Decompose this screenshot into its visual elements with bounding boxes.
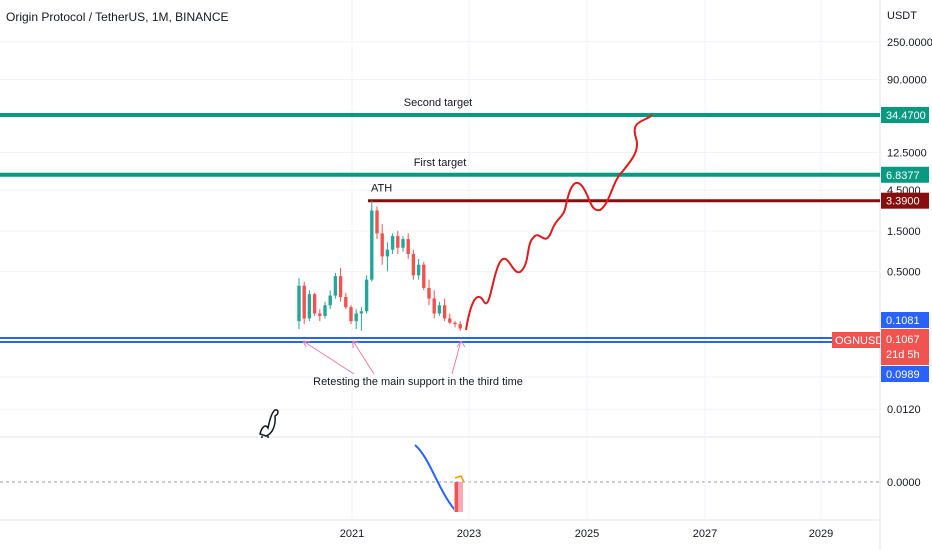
support-badge-value: 0.1081 — [886, 315, 920, 327]
time-tick-label: 2029 — [809, 528, 833, 540]
chart-title: Origin Protocol / TetherUS, 1M, BINANCE — [6, 10, 229, 24]
candle-body — [307, 294, 312, 319]
candle-body — [318, 313, 322, 316]
time-tick-label: 2025 — [575, 528, 599, 540]
support-badge-value: 0.0989 — [886, 369, 920, 381]
candle-body — [448, 318, 452, 323]
last-price-countdown: 21d 5h — [886, 349, 920, 361]
support-arrows — [302, 340, 466, 375]
symbol-badge-label: OGNUSDT — [835, 335, 890, 347]
candle-body — [312, 294, 317, 314]
candle-body — [333, 276, 338, 296]
last-price-badge — [881, 329, 929, 365]
candle-body — [401, 239, 405, 248]
candle-body — [344, 297, 348, 308]
candle-body — [416, 264, 421, 276]
candle-body — [437, 305, 442, 314]
price-badges: 34.47006.83773.39000.10810.0989OGNUSDT0.… — [832, 107, 929, 382]
candle-body — [427, 287, 431, 299]
level-label: Second target — [404, 97, 473, 109]
time-tick-label: 2021 — [340, 528, 364, 540]
candle-body — [385, 249, 390, 257]
time-tick-label: 2023 — [457, 528, 481, 540]
currency-label: USDT — [887, 10, 917, 22]
candle-body — [411, 254, 416, 276]
candles — [297, 200, 462, 331]
level-badge-value: 3.3900 — [886, 196, 920, 208]
symbol-badge — [832, 332, 880, 348]
tradingview-mascot-icon — [259, 409, 279, 438]
level-badge-value: 34.4700 — [886, 110, 926, 122]
candle-body — [359, 311, 364, 314]
candle-body — [390, 236, 395, 250]
candle-body — [297, 285, 301, 322]
support-badge — [881, 312, 929, 328]
candle-body — [422, 264, 426, 288]
level-label: First target — [414, 157, 467, 169]
level-badge-value: 6.8377 — [886, 170, 920, 182]
candle-body — [370, 210, 374, 280]
candle-body — [442, 305, 447, 319]
candle-body — [375, 210, 379, 234]
price-tick-label: 250.0000 — [887, 37, 932, 49]
indicator-pane — [414, 444, 465, 512]
price-tick-label: 12.5000 — [887, 147, 927, 159]
price-tick-label: 0.0120 — [887, 404, 921, 416]
retest-annotation: Retesting the main support in the third … — [313, 376, 523, 388]
candle-body — [432, 298, 436, 314]
candle-body — [380, 233, 384, 257]
price-tick-label: 0.5000 — [887, 266, 921, 278]
indicator-tick-label: 0.0000 — [887, 477, 921, 489]
support-badge — [881, 366, 929, 382]
time-axis[interactable]: 2021 2023 2025 2027 2029 — [340, 528, 833, 540]
candle-body — [354, 313, 358, 322]
candle-body — [338, 276, 343, 298]
candle-body — [453, 322, 457, 325]
level-badge — [881, 192, 929, 209]
price-tick-label: 1.5000 — [887, 226, 921, 238]
candle-body — [406, 239, 410, 255]
level-label: ATH — [371, 183, 392, 195]
candle-body — [328, 295, 332, 306]
candle-body — [323, 305, 327, 316]
time-tick-label: 2027 — [693, 528, 717, 540]
projection-path — [465, 114, 653, 331]
price-tick-label: 90.0000 — [887, 75, 927, 87]
candle-body — [396, 236, 400, 248]
candle-body — [302, 285, 306, 319]
candle-body — [349, 307, 353, 322]
level-badge — [881, 166, 929, 183]
last-price-value: 0.1067 — [886, 334, 920, 346]
candle-body — [458, 324, 462, 329]
level-badge — [881, 107, 929, 123]
annotations: Second target First target ATH Retesting th… — [313, 97, 523, 388]
level-lines — [0, 113, 880, 343]
grid — [0, 0, 880, 520]
candle-body — [364, 279, 369, 312]
